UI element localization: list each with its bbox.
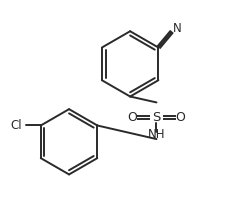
Text: NH: NH [148, 128, 165, 141]
Text: N: N [173, 22, 182, 35]
Text: Cl: Cl [10, 119, 22, 132]
Text: S: S [152, 111, 161, 124]
Text: O: O [127, 111, 137, 124]
Text: O: O [176, 111, 186, 124]
